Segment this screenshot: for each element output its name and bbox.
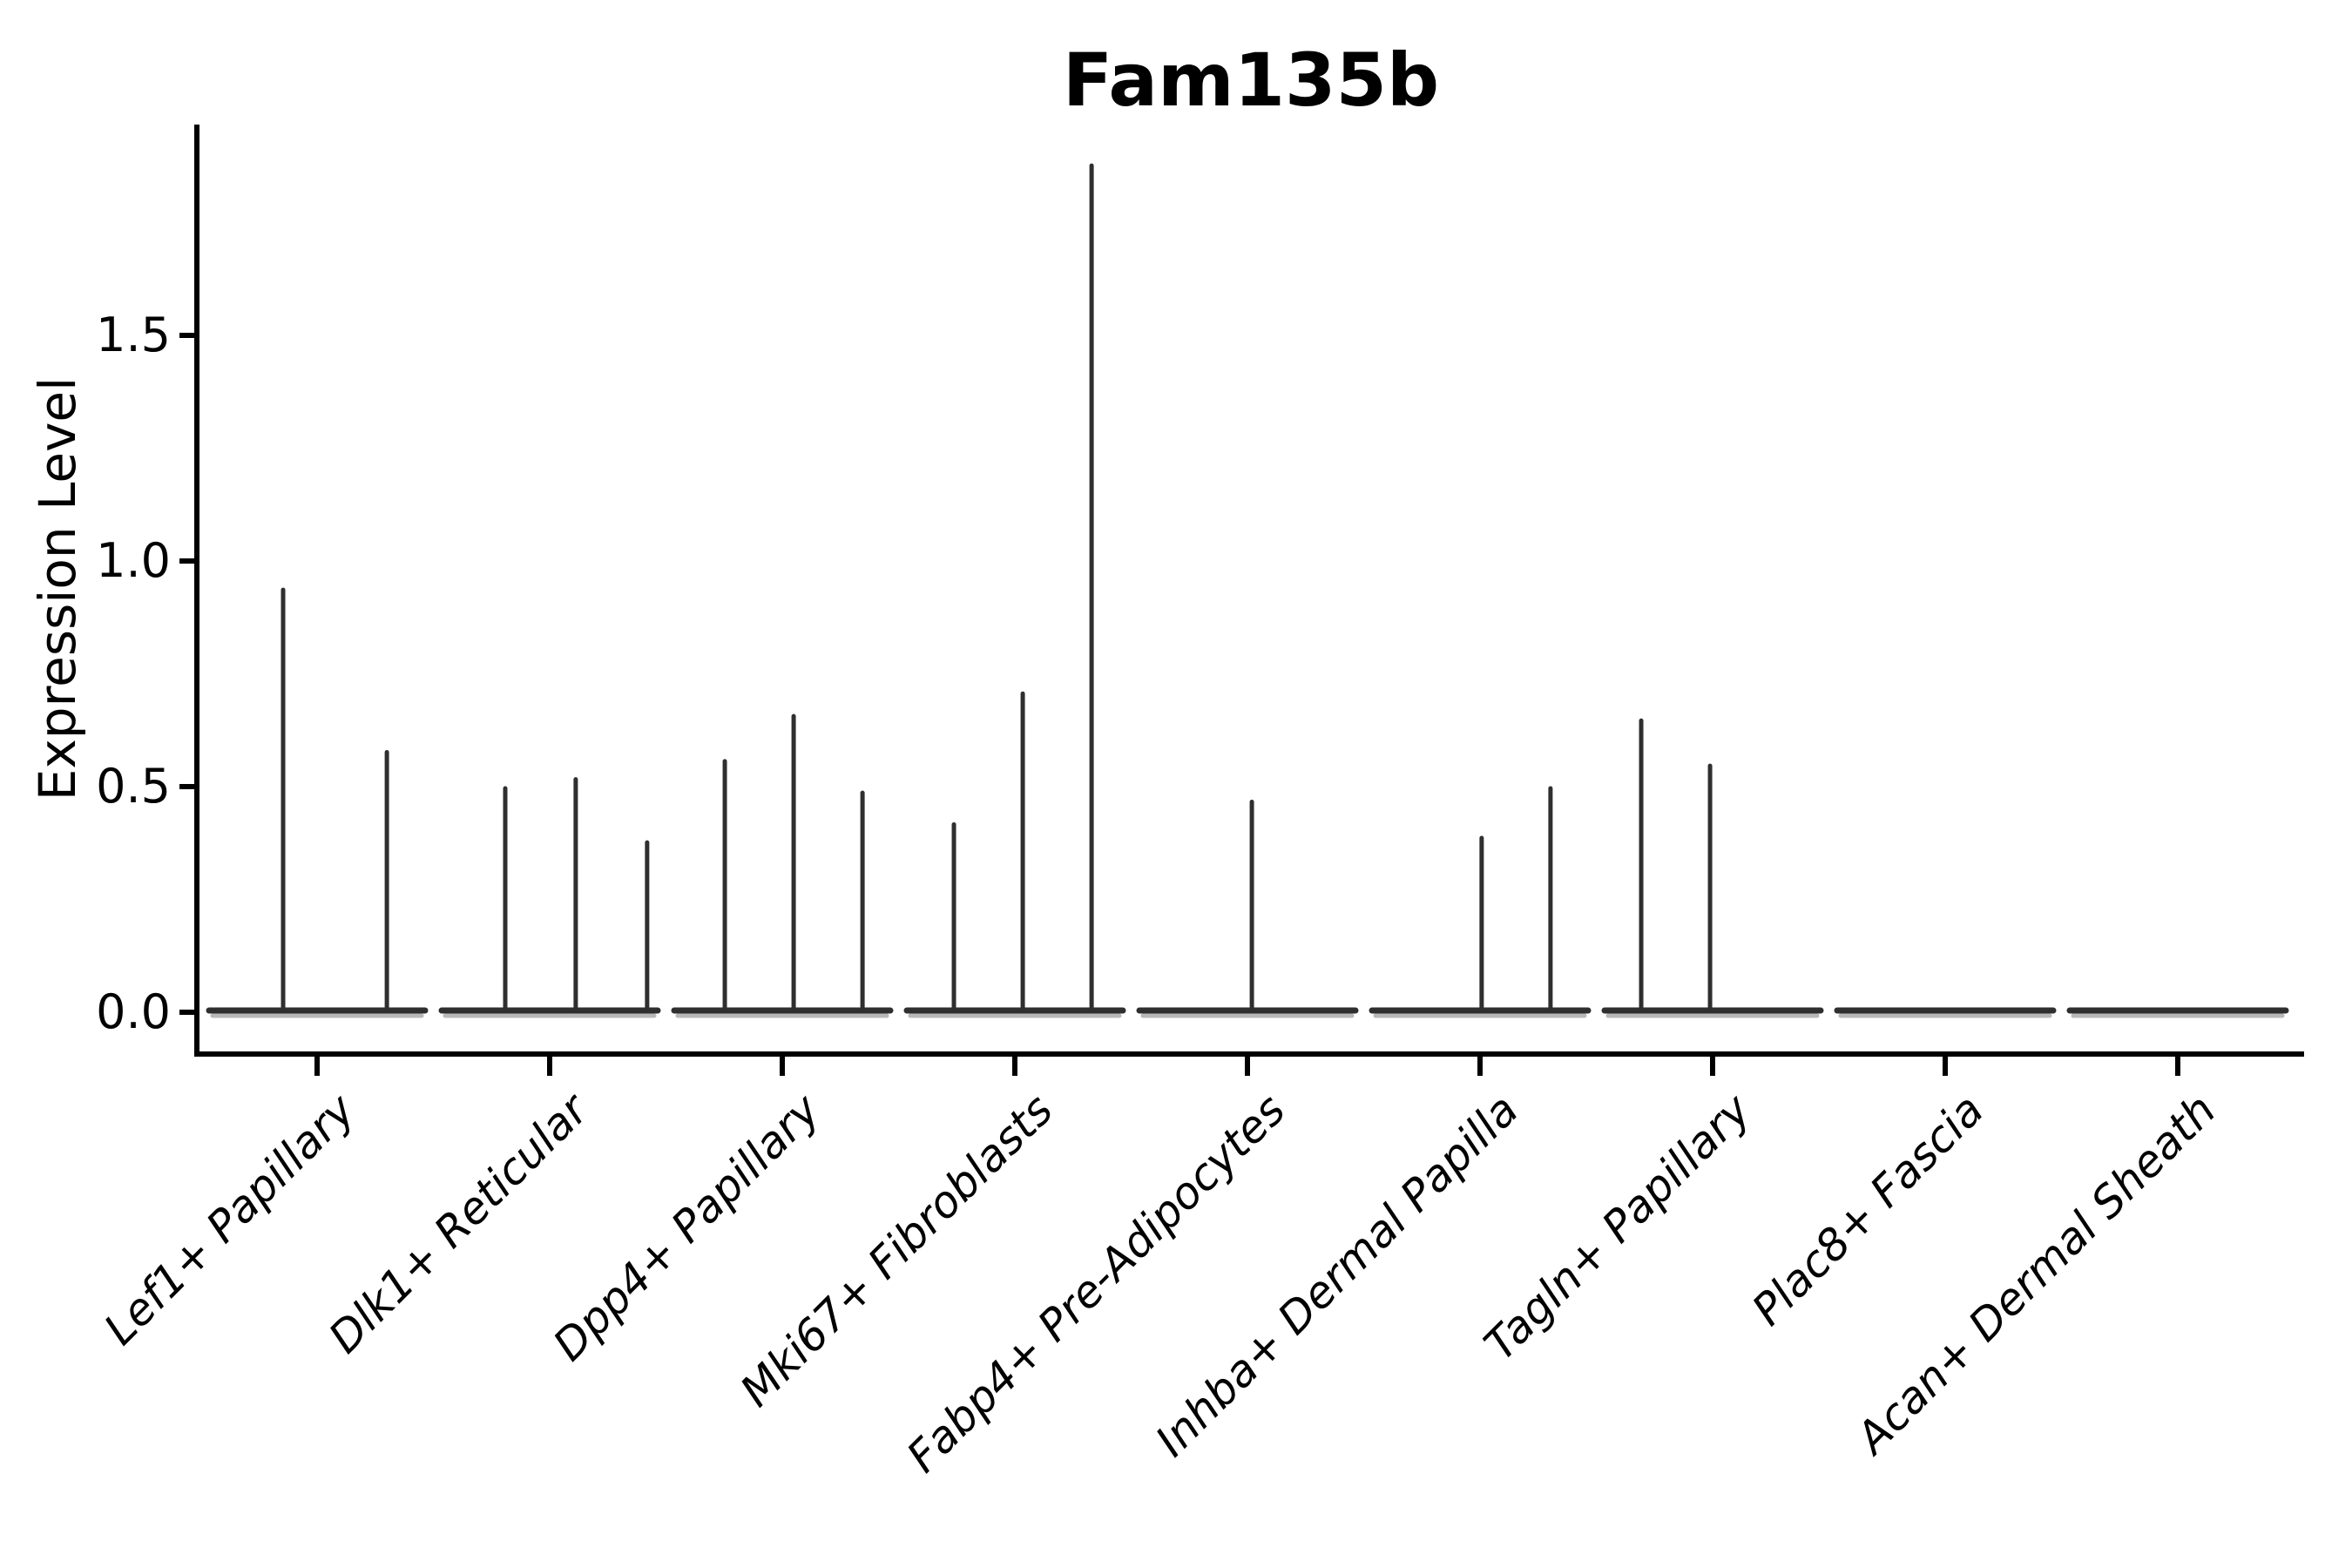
y-tick-label: 0.0 [96, 984, 171, 1039]
y-tick-label: 1.0 [96, 533, 171, 588]
chart-title: Fam135b [1062, 37, 1440, 123]
y-axis-label: Expression Level [28, 376, 87, 801]
y-tick-label: 0.5 [96, 759, 171, 814]
y-tick-label: 1.5 [96, 308, 171, 362]
